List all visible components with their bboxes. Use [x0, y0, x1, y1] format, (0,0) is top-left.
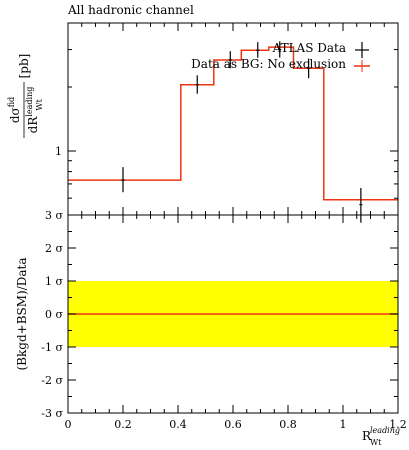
svg-text:R: R: [362, 429, 372, 443]
legend-label-atlas-data: ATLAS Data: [272, 41, 346, 55]
x-tick-label: 0.6: [224, 418, 242, 431]
y-tick-label-ratio: -3 σ: [41, 407, 63, 420]
ratio-plot-panel: 0 0.2 0.4 0.6 0.8 1 1.2 3 σ 2 σ 1 σ 0 σ -1 σ -2 σ -3 …: [15, 209, 407, 447]
legend-marker-atlas-data: [355, 42, 369, 58]
x-tick-label: 1.2: [389, 418, 407, 431]
y-tick-label-ratio: -2 σ: [41, 374, 63, 387]
data-point-atlas-5: [278, 41, 282, 58]
data-point-atlas-2: [195, 75, 199, 94]
x-axis-label: R leading Wt: [362, 426, 400, 447]
y-tick-label-ratio: 1 σ: [45, 275, 63, 288]
main-plot-panel: 1 ATLAS Data Data as BG: No exclusion dσ…: [7, 22, 399, 223]
data-point-atlas-1: [121, 167, 125, 193]
chart-title: All hadronic channel: [67, 3, 194, 17]
x-tick-label: 0.8: [279, 418, 297, 431]
data-point-atlas-4: [256, 42, 260, 58]
svg-text:Wt: Wt: [370, 438, 382, 447]
y-tick-label-main: 1: [55, 145, 62, 158]
legend-marker-data-as-bg: [354, 60, 370, 72]
legend: ATLAS Data Data as BG: No exclusion: [191, 41, 370, 72]
y-tick-label-ratio: 3 σ: [45, 209, 63, 222]
y-tick-label-ratio: 2 σ: [45, 242, 63, 255]
x-tick-label: 1: [340, 418, 347, 431]
legend-label-data-as-bg: Data as BG: No exclusion: [191, 57, 346, 71]
data-point-atlas-7: [359, 187, 363, 223]
x-tick-label: 0.2: [114, 418, 132, 431]
y-tick-label-ratio: -1 σ: [41, 341, 63, 354]
x-tick-label: 0.4: [169, 418, 187, 431]
data-point-atlas-3: [228, 51, 232, 69]
svg-text:[pb]: [pb]: [17, 54, 31, 79]
svg-text:dσfid: dσfid: [7, 97, 22, 123]
data-point-atlas-6: [307, 58, 311, 79]
y-axis-label-main: dσfid dRleadingWt [pb]: [7, 54, 44, 138]
x-tick-label: 0: [65, 418, 72, 431]
svg-text:dRleadingWt: dRleadingWt: [25, 87, 44, 134]
svg-text:leading: leading: [370, 426, 400, 435]
histogram-data-as-bg: [68, 46, 398, 201]
y-tick-label-ratio: 0 σ: [45, 308, 63, 321]
main-plot-frame: [67, 22, 399, 216]
y-axis-label-ratio: (Bkgd+BSM)/Data: [15, 258, 29, 371]
